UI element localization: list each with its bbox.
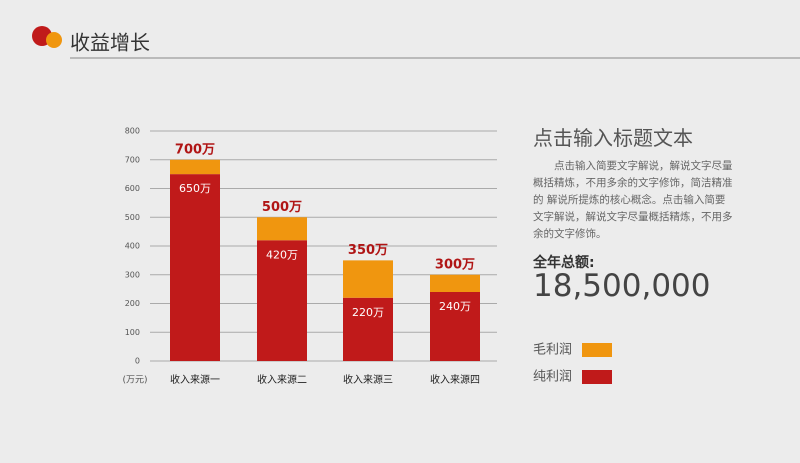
y-tick-label: 600 xyxy=(125,184,140,193)
y-tick-label: 300 xyxy=(125,270,140,279)
logo-circle xyxy=(46,32,62,48)
value-label: 420万 xyxy=(266,248,298,261)
bar-segment xyxy=(343,297,393,361)
bar-segment xyxy=(170,174,220,361)
y-tick-label: 0 xyxy=(135,357,140,366)
bar-segment xyxy=(257,240,307,361)
x-tick-label: 收入来源一 xyxy=(170,373,220,386)
legend-swatch xyxy=(582,370,612,384)
bar-segment xyxy=(430,292,480,361)
value-label: 650万 xyxy=(179,182,211,195)
y-tick-label: 800 xyxy=(125,127,140,136)
bar-segment xyxy=(170,159,220,175)
x-tick-label: 收入来源二 xyxy=(257,373,307,386)
total-label: 350万 xyxy=(348,243,388,258)
total-label: 500万 xyxy=(262,200,302,215)
slide-title: 收益增长 xyxy=(70,31,150,55)
panel-heading: 点击输入标题文本 xyxy=(533,126,693,150)
x-tick-label: 收入来源四 xyxy=(430,373,480,386)
legend-label: 纯利润 xyxy=(533,370,572,385)
total-label: 全年总额: xyxy=(533,255,595,271)
x-tick-label: 收入来源三 xyxy=(343,373,393,386)
y-tick-label: 200 xyxy=(125,299,140,308)
bar-segment xyxy=(430,274,480,292)
y-axis-label: (万元) xyxy=(122,376,147,386)
y-tick-label: 100 xyxy=(125,328,140,337)
total-label: 700万 xyxy=(175,142,215,157)
legend-swatch xyxy=(582,343,612,357)
bar-segment xyxy=(343,260,393,298)
total-label: 300万 xyxy=(435,257,475,272)
value-label: 240万 xyxy=(439,300,471,313)
value-label: 220万 xyxy=(352,306,384,319)
y-tick-label: 400 xyxy=(125,242,140,251)
panel-text: 点击输入简要文字解说，解说文字尽量概括精炼，不用多余的文字修饰，简洁精准的 解说… xyxy=(533,160,733,240)
bar-segment xyxy=(257,217,307,241)
total-value: 18,500,000 xyxy=(533,268,711,304)
legend-label: 毛利润 xyxy=(533,343,572,358)
y-tick-label: 700 xyxy=(125,155,140,164)
y-tick-label: 500 xyxy=(125,213,140,222)
